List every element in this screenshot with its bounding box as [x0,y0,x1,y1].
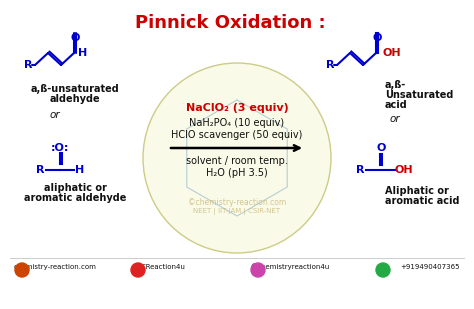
Text: @chemistryreaction4u: @chemistryreaction4u [250,264,329,270]
Text: OH: OH [395,165,413,175]
Text: OH: OH [383,48,401,58]
Text: R: R [24,60,32,70]
Text: a,ß-unsaturated: a,ß-unsaturated [31,84,119,94]
Text: Pinnick Oxidation :: Pinnick Oxidation : [135,14,325,32]
Text: O: O [372,33,382,43]
Text: ©chemistry-reaction.com: ©chemistry-reaction.com [188,198,286,207]
Text: Aliphatic or: Aliphatic or [385,186,449,196]
Circle shape [251,263,265,277]
Text: :O:: :O: [51,143,69,153]
Text: H: H [75,165,85,175]
Text: aromatic aldehyde: aromatic aldehyde [24,193,126,203]
Circle shape [15,263,29,277]
Text: Unsaturated: Unsaturated [385,90,453,100]
Text: H₂O (pH 3.5): H₂O (pH 3.5) [206,168,268,178]
Circle shape [376,263,390,277]
Text: R: R [36,165,44,175]
Text: acid: acid [385,100,408,110]
Text: solvent / room temp.: solvent / room temp. [186,156,288,166]
Text: chemistry-reaction.com: chemistry-reaction.com [14,264,96,270]
Text: aromatic acid: aromatic acid [385,196,459,206]
Text: NEET | IIT-JAM | CSIR-NET: NEET | IIT-JAM | CSIR-NET [193,208,281,215]
Text: O: O [70,33,80,43]
Text: or: or [390,114,401,124]
Text: aldehyde: aldehyde [50,94,100,104]
Text: a,ß-: a,ß- [385,80,406,90]
Text: @CReaction4u: @CReaction4u [135,264,185,270]
Text: R: R [326,60,334,70]
Text: or: or [50,110,60,120]
Ellipse shape [143,63,331,253]
Text: HClO scavenger (50 equiv): HClO scavenger (50 equiv) [171,130,303,140]
Text: H: H [78,48,88,58]
Text: R: R [356,165,364,175]
Circle shape [131,263,145,277]
Text: NaH₂PO₄ (10 equiv): NaH₂PO₄ (10 equiv) [190,118,284,128]
Text: NaClO₂ (3 equiv): NaClO₂ (3 equiv) [186,103,288,113]
Text: +919490407365: +919490407365 [400,264,460,270]
Text: O: O [376,143,386,153]
Text: aliphatic or: aliphatic or [44,183,107,193]
